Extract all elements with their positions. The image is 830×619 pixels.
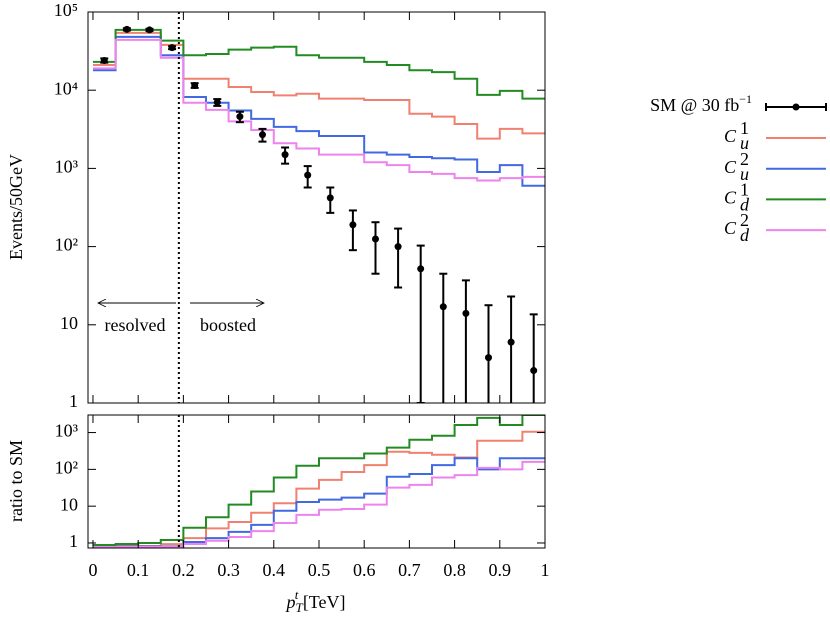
plot-area bbox=[92, 415, 545, 548]
x-tick-label: 0.4 bbox=[263, 560, 286, 580]
x-tick-label: 0.7 bbox=[398, 560, 421, 580]
x-tick-label: 0.9 bbox=[489, 560, 512, 580]
data-point bbox=[236, 113, 244, 121]
y-tick-label: 10⁵ bbox=[54, 0, 78, 20]
plot-area bbox=[92, 25, 545, 403]
y-tick-label: 1 bbox=[69, 391, 78, 411]
x-axis-label-base: p bbox=[284, 592, 295, 612]
x-tick-label: 0.3 bbox=[217, 560, 240, 580]
step-line bbox=[92, 415, 545, 547]
x-tick-label: 0.2 bbox=[172, 560, 195, 580]
annotation: resolved bbox=[105, 315, 166, 335]
data-point bbox=[145, 26, 153, 34]
x-axis-label-sub: T bbox=[295, 600, 303, 615]
legend-label-sup: −1 bbox=[739, 92, 752, 106]
data-point bbox=[168, 44, 176, 52]
data-point bbox=[213, 98, 221, 106]
axes-frame bbox=[87, 11, 546, 404]
data-point bbox=[123, 25, 131, 33]
legend-label-sub: d bbox=[740, 225, 750, 245]
y-tick-label: 10³ bbox=[55, 421, 79, 441]
y-tick-label: 10 bbox=[60, 494, 78, 514]
x-axis-label-sup: t bbox=[295, 587, 299, 602]
data-point bbox=[439, 303, 447, 311]
data-point bbox=[462, 309, 470, 317]
legend-label: C bbox=[724, 126, 737, 146]
step-line bbox=[92, 430, 545, 547]
legend-label: SM @ 30 fb−1 bbox=[650, 92, 752, 115]
data-point bbox=[507, 338, 515, 346]
data-point bbox=[484, 354, 492, 362]
step-line bbox=[92, 35, 545, 187]
legend-label: C bbox=[724, 218, 737, 238]
x-axis-label-unit: [TeV] bbox=[298, 592, 345, 612]
data-point bbox=[371, 235, 379, 243]
legend-label-sub: d bbox=[740, 195, 750, 215]
data-point bbox=[349, 221, 357, 229]
x-tick-label: 0.1 bbox=[127, 560, 150, 580]
data-point bbox=[326, 194, 334, 202]
step-line bbox=[92, 460, 545, 548]
data-point bbox=[258, 131, 266, 139]
x-tick-label: 0 bbox=[88, 560, 97, 580]
annotation: boosted bbox=[200, 315, 256, 335]
x-tick-label: 0.5 bbox=[308, 560, 331, 580]
y-tick-label: 10 bbox=[60, 313, 78, 333]
data-point bbox=[304, 171, 312, 179]
y-axis-label: ratio to SM bbox=[6, 440, 26, 522]
legend-label-sup: 1 bbox=[740, 180, 749, 200]
x-tick-label: 0.8 bbox=[443, 560, 466, 580]
x-tick-label: 0.6 bbox=[353, 560, 376, 580]
legend-label: C bbox=[724, 157, 737, 177]
y-axis-label: Events/50GeV bbox=[6, 154, 26, 260]
legend-label-sub: u bbox=[740, 164, 749, 184]
x-tick-label: 1 bbox=[541, 560, 550, 580]
step-line bbox=[92, 28, 545, 100]
y-tick-label: 10³ bbox=[55, 157, 79, 177]
y-tick-label: 10² bbox=[55, 235, 78, 255]
y-tick-label: 10⁴ bbox=[54, 78, 78, 98]
y-tick-label: 10² bbox=[55, 457, 78, 477]
legend-label-sub: u bbox=[740, 133, 749, 153]
step-line bbox=[92, 38, 545, 182]
legend-label-sup: 2 bbox=[740, 149, 749, 169]
data-point bbox=[417, 265, 425, 273]
data-point bbox=[394, 243, 402, 251]
legend-label: C bbox=[724, 188, 737, 208]
legend-label-text: SM @ 30 fb bbox=[650, 95, 739, 115]
legend-swatch bbox=[792, 103, 800, 111]
y-tick-label: 1 bbox=[69, 531, 78, 551]
step-line bbox=[92, 31, 545, 140]
data-point bbox=[281, 151, 289, 159]
x-axis-label: pTt [TeV] bbox=[284, 587, 345, 615]
data-point bbox=[191, 81, 199, 89]
legend-label-sup: 2 bbox=[740, 210, 749, 230]
data-point bbox=[100, 56, 108, 64]
data-point bbox=[530, 367, 538, 375]
axes-frame bbox=[87, 414, 546, 549]
legend-label-sup: 1 bbox=[740, 118, 749, 138]
